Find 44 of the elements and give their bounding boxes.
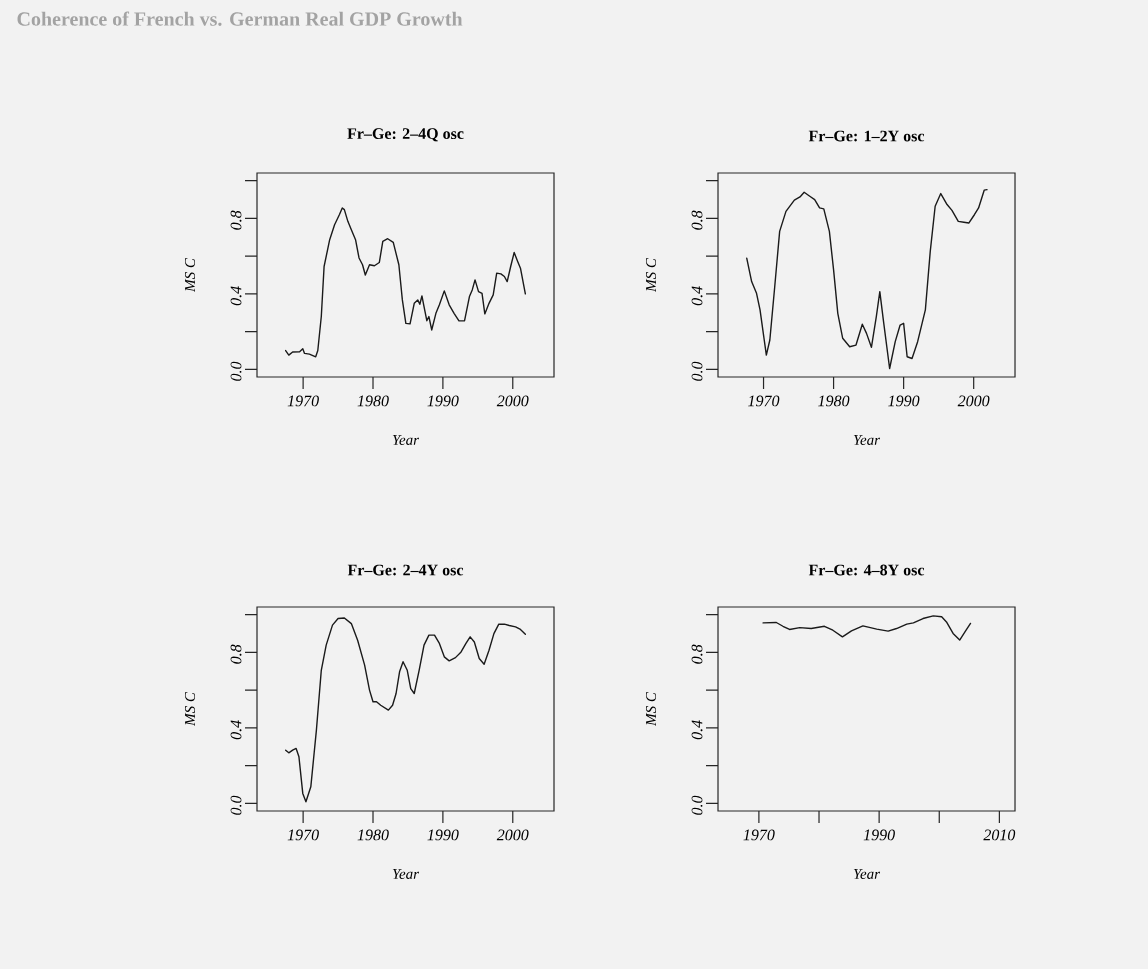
chart-title: Fr–Ge: 2–4Q osc: [347, 128, 464, 142]
chart-title: Fr–Ge: 4–8Y osc: [808, 564, 925, 576]
y-axis-title: MS C: [184, 257, 196, 293]
y-tick-label: 0.4: [691, 720, 703, 740]
x-axis-title: Year: [853, 869, 881, 879]
x-tick-label: 1990: [427, 829, 459, 841]
x-tick-label: 1990: [427, 395, 459, 407]
y-tick-label: 0.0: [691, 361, 703, 381]
y-tick-label: 0.8: [230, 210, 242, 230]
x-tick-label: 1980: [357, 829, 389, 841]
y-axis-title: MS C: [645, 257, 657, 293]
y-tick-label: 0.4: [230, 720, 242, 740]
y-tick-label: 0.8: [691, 210, 703, 230]
y-axis-title: MS C: [645, 691, 657, 727]
y-tick-label: 0.0: [230, 361, 242, 381]
chart-title: Fr–Ge: 1–2Y osc: [808, 130, 925, 142]
chart-title: Fr–Ge: 2–4Y osc: [347, 564, 464, 576]
x-tick-label: 2010: [983, 829, 1016, 841]
x-tick-label: 1970: [748, 395, 780, 407]
x-tick-label: 1990: [863, 829, 895, 841]
x-tick-label: 1990: [888, 395, 920, 407]
y-tick-label: 0.0: [230, 795, 242, 815]
x-tick-label: 1970: [287, 395, 319, 407]
x-tick-label: 2000: [496, 829, 529, 841]
x-axis-title: Year: [392, 435, 420, 445]
line-series: [746, 188, 988, 370]
y-tick-label: 0.4: [230, 286, 242, 306]
y-tick-label: 0.4: [691, 286, 703, 306]
line-series: [284, 207, 527, 358]
line-series: [762, 615, 972, 641]
x-tick-label: 1980: [818, 395, 850, 407]
line-series: [284, 617, 527, 803]
x-tick-label: 1970: [287, 829, 319, 841]
x-tick-label: 1980: [357, 395, 389, 407]
y-axis-title: MS C: [184, 691, 196, 727]
x-tick-label: 2000: [496, 395, 529, 407]
x-axis-title: Year: [853, 435, 881, 445]
x-tick-label: 2000: [957, 395, 990, 407]
y-tick-label: 0.0: [691, 795, 703, 815]
y-tick-label: 0.8: [691, 644, 703, 664]
x-axis-title: Year: [392, 869, 420, 879]
y-tick-label: 0.8: [230, 644, 242, 664]
x-tick-label: 1970: [743, 829, 775, 841]
text: Coherence of French vs. German Real GDP Growth: [17, 11, 463, 26]
